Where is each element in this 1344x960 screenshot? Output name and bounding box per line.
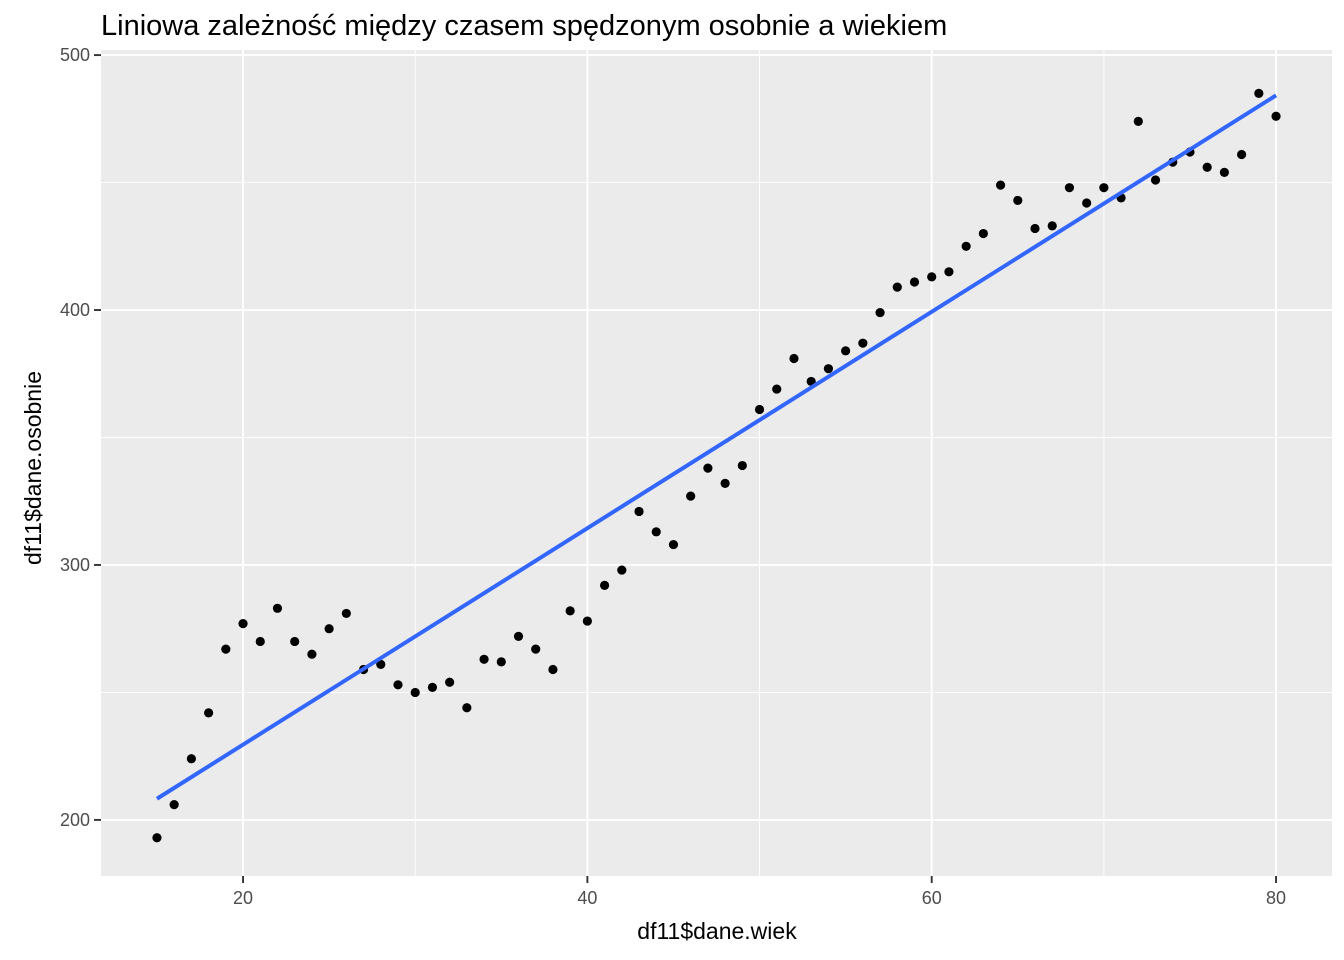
data-point (565, 606, 575, 616)
data-point (462, 703, 472, 713)
data-point (221, 644, 231, 654)
data-point (410, 687, 420, 698)
data-point (927, 272, 937, 282)
data-point (513, 631, 524, 641)
data-point (238, 619, 248, 629)
x-tick-label: 60 (922, 888, 942, 908)
data-point (479, 654, 489, 664)
data-point (169, 800, 179, 810)
data-point (393, 680, 403, 690)
regression-line (155, 93, 1278, 801)
chart-title: Liniowa zależność między czasem spędzony… (101, 10, 948, 42)
data-point (1271, 111, 1281, 121)
data-point (427, 682, 438, 692)
data-point (703, 463, 713, 473)
data-point (823, 364, 834, 374)
data-point (944, 267, 954, 277)
data-point (445, 677, 455, 687)
data-point (772, 384, 782, 394)
data-point (152, 833, 162, 843)
data-point (858, 338, 868, 348)
data-point (341, 608, 351, 619)
data-point (599, 580, 610, 590)
data-point (1099, 183, 1109, 193)
data-point (1047, 221, 1057, 231)
data-point (1064, 183, 1075, 193)
tick-labels: 20 40 60 80 200 300 400 500 (60, 45, 1286, 908)
data-point (754, 404, 765, 415)
data-point (789, 353, 799, 364)
x-tick-label: 80 (1266, 888, 1286, 908)
data-point (651, 527, 661, 537)
data-point (1254, 88, 1264, 98)
data-point (582, 616, 592, 626)
data-point (1219, 167, 1229, 177)
data-point (875, 307, 885, 318)
y-tick-label: 300 (60, 555, 90, 575)
data-point (1013, 195, 1023, 206)
y-tick-label: 400 (60, 300, 90, 320)
data-point (186, 754, 196, 764)
data-point (720, 478, 730, 488)
data-point (272, 603, 283, 613)
y-tick-label: 200 (60, 810, 90, 830)
data-point (324, 624, 334, 634)
x-tick-label: 20 (233, 888, 253, 908)
data-point (307, 649, 317, 659)
axis-ticks (94, 54, 1277, 883)
data-points (152, 88, 1281, 843)
data-point (376, 659, 386, 670)
data-point (255, 636, 265, 647)
data-point (1030, 223, 1040, 234)
data-point (290, 636, 300, 647)
data-point (617, 565, 627, 575)
data-point (961, 241, 971, 251)
data-point (892, 282, 902, 292)
x-axis-title: df11$dane.wiek (637, 918, 797, 944)
y-axis-title: df11$dane.osobnie (20, 371, 46, 565)
data-point (995, 180, 1006, 190)
data-point (496, 657, 506, 667)
data-point (668, 539, 679, 550)
data-point (686, 491, 696, 501)
data-point (909, 277, 920, 287)
data-point (978, 228, 988, 239)
data-point (1237, 149, 1247, 160)
x-tick-label: 40 (577, 888, 597, 908)
plot-panel (101, 50, 1332, 876)
data-point (634, 506, 644, 517)
data-point (1202, 162, 1212, 172)
data-point (737, 460, 747, 471)
data-point (1150, 175, 1161, 185)
data-point (548, 664, 558, 675)
y-tick-label: 500 (60, 45, 90, 65)
data-point (204, 708, 214, 718)
data-point (1082, 198, 1092, 208)
data-point (1133, 116, 1143, 126)
grid-major (101, 50, 1332, 876)
data-point (806, 376, 816, 387)
regression-layer (155, 93, 1278, 801)
data-point (531, 644, 541, 654)
data-point (841, 346, 851, 356)
